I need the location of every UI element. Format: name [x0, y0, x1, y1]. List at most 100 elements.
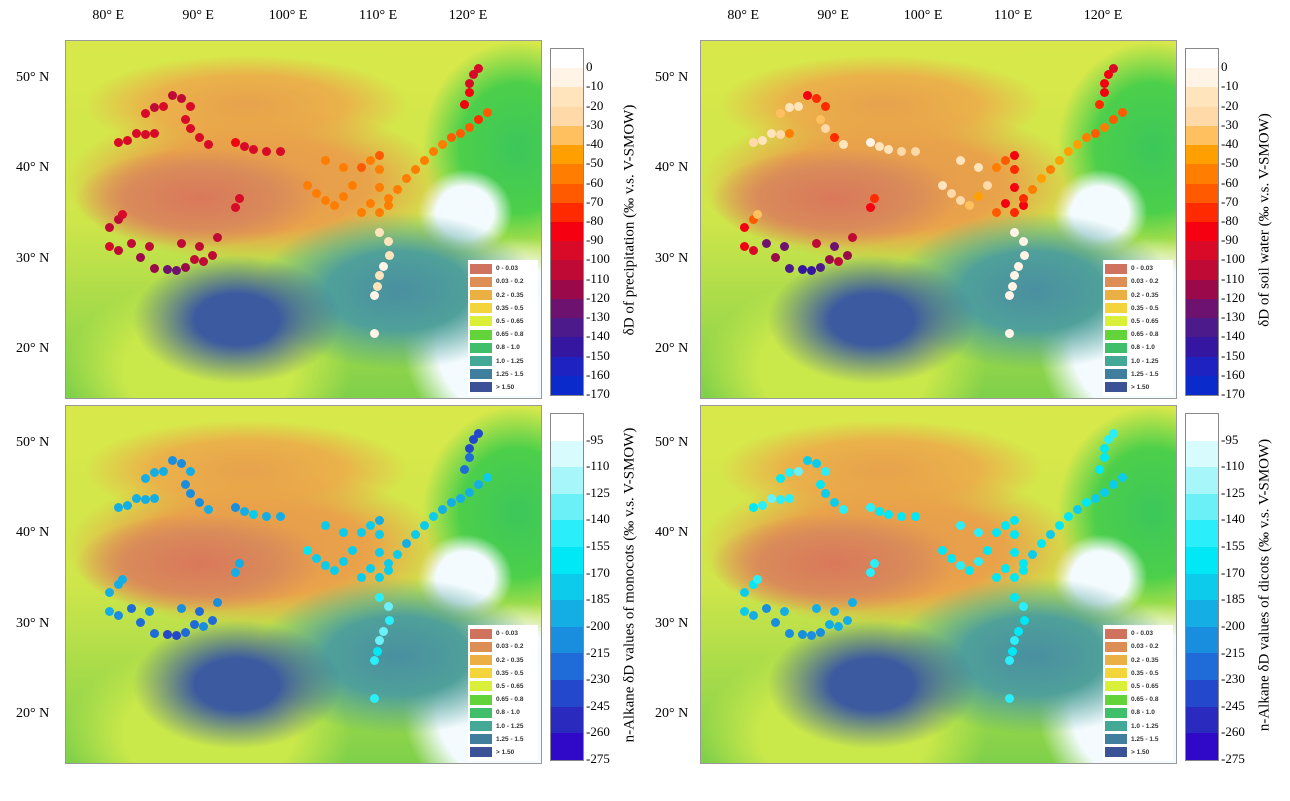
sample-point	[383, 558, 393, 568]
colorbar-tick-label: -230	[586, 671, 610, 687]
sample-point	[455, 128, 465, 138]
sample-point	[865, 502, 875, 512]
sample-point	[235, 558, 245, 568]
legend-label: > 1.50	[496, 748, 515, 756]
sample-point	[1036, 538, 1046, 548]
legend-swatch	[470, 316, 492, 327]
sample-point	[946, 554, 956, 564]
sample-point	[181, 628, 191, 638]
colorbar-tick-label: -160	[586, 366, 610, 382]
legend-label: 0.65 - 0.8	[496, 696, 524, 704]
lat-tick-label: 40° N	[16, 525, 50, 541]
lon-tick-label: 100° E	[268, 8, 308, 23]
lat-tick-label: 40° N	[655, 525, 689, 541]
colorbar-tick-label: -125	[1221, 484, 1245, 500]
sample-point	[811, 94, 821, 104]
colorbar-tick-label: -170	[1221, 564, 1245, 580]
sample-point	[149, 468, 159, 478]
sample-point	[383, 200, 393, 210]
sample-point	[1108, 115, 1118, 125]
legend-swatch	[1105, 721, 1127, 732]
sample-point	[1027, 549, 1037, 559]
colorbar-tick-label: -120	[586, 289, 610, 305]
sample-point	[104, 606, 114, 616]
sample-point	[113, 611, 123, 621]
colorbar-band	[551, 260, 583, 280]
legend-label: 0.8 - 1.0	[1131, 344, 1155, 352]
legend-label: 0.5 - 0.65	[496, 682, 524, 690]
colorbar-band	[551, 183, 583, 203]
colorbar-band	[551, 573, 583, 601]
sample-point	[1005, 329, 1015, 339]
colorbar-tick-label: -30	[586, 116, 604, 132]
sample-point	[1007, 282, 1017, 292]
colorbar-band	[551, 202, 583, 222]
lon-tick-label: 80° E	[92, 8, 124, 23]
legend-label: 0.03 - 0.2	[496, 643, 524, 651]
sample-point	[136, 252, 146, 262]
legend-label: 0 - 0.03	[1131, 265, 1154, 273]
colorbar-band	[1186, 356, 1218, 376]
sample-point	[897, 511, 907, 521]
aridity-legend: 0 - 0.03 0.03 - 0.2 0.2 - 0.35 0.35 - 0.5 0.…	[1103, 625, 1173, 761]
sample-point	[194, 498, 204, 508]
sample-point	[149, 493, 159, 503]
sample-point	[428, 511, 438, 521]
sample-point	[320, 196, 330, 206]
legend-label: 0.8 - 1.0	[496, 709, 520, 717]
legend-swatch	[1105, 369, 1127, 380]
colorbar-band	[551, 125, 583, 146]
sample-point	[338, 528, 348, 538]
sample-point	[185, 124, 195, 134]
legend-label: 0.5 - 0.65	[496, 317, 524, 325]
colorbar-tick-label: -140	[586, 511, 610, 527]
sample-point	[113, 579, 123, 589]
sample-point	[185, 489, 195, 499]
sample-point	[843, 250, 853, 260]
sample-point	[145, 241, 155, 251]
legend-item: 0.03 - 0.2	[1105, 275, 1171, 288]
sample-point	[176, 94, 186, 104]
colorbar-band	[551, 145, 583, 165]
sample-point	[1099, 78, 1109, 88]
sample-point	[1009, 573, 1019, 583]
sample-point	[1054, 520, 1064, 530]
lat-tick-label: 50° N	[655, 434, 689, 450]
colorbar-band	[551, 600, 583, 627]
sample-point	[771, 252, 781, 262]
colorbar-tick-label: -200	[586, 617, 610, 633]
legend-swatch	[1105, 329, 1127, 340]
sample-point	[910, 511, 920, 521]
legend-label: 0.65 - 0.8	[1131, 696, 1159, 704]
colorbar-tick-label: -40	[1221, 136, 1239, 152]
sample-point	[374, 573, 384, 583]
sample-point	[149, 264, 159, 274]
sample-point	[356, 573, 366, 583]
sample-point	[753, 210, 763, 220]
colorbar-tick-label: -170	[586, 386, 610, 401]
sample-point	[181, 115, 191, 125]
colorbar-tick-label: -50	[1221, 155, 1239, 171]
sample-point	[311, 554, 321, 564]
sample-point	[798, 265, 808, 275]
sample-point	[208, 250, 218, 260]
colorbar-band	[551, 279, 583, 299]
sample-point	[784, 493, 794, 503]
colorbar-tick-label: -245	[1221, 697, 1245, 713]
sample-point	[1108, 63, 1118, 73]
sample-point	[820, 489, 830, 499]
sample-point	[113, 137, 123, 147]
sample-point	[838, 139, 848, 149]
colorbar-band	[1186, 298, 1218, 319]
aridity-legend: 0 - 0.03 0.03 - 0.2 0.2 - 0.35 0.35 - 0.5 0.…	[468, 260, 538, 396]
sample-point	[865, 567, 875, 577]
sample-point	[460, 99, 470, 109]
colorbar-band	[551, 626, 583, 654]
sample-point	[811, 459, 821, 469]
colorbar-band	[551, 547, 583, 574]
colorbar-band	[551, 49, 583, 69]
colorbar-tick-label: -155	[586, 538, 610, 554]
sample-point	[194, 606, 204, 616]
colorbar-tick-label: -110	[586, 270, 610, 286]
legend-swatch	[470, 382, 492, 393]
